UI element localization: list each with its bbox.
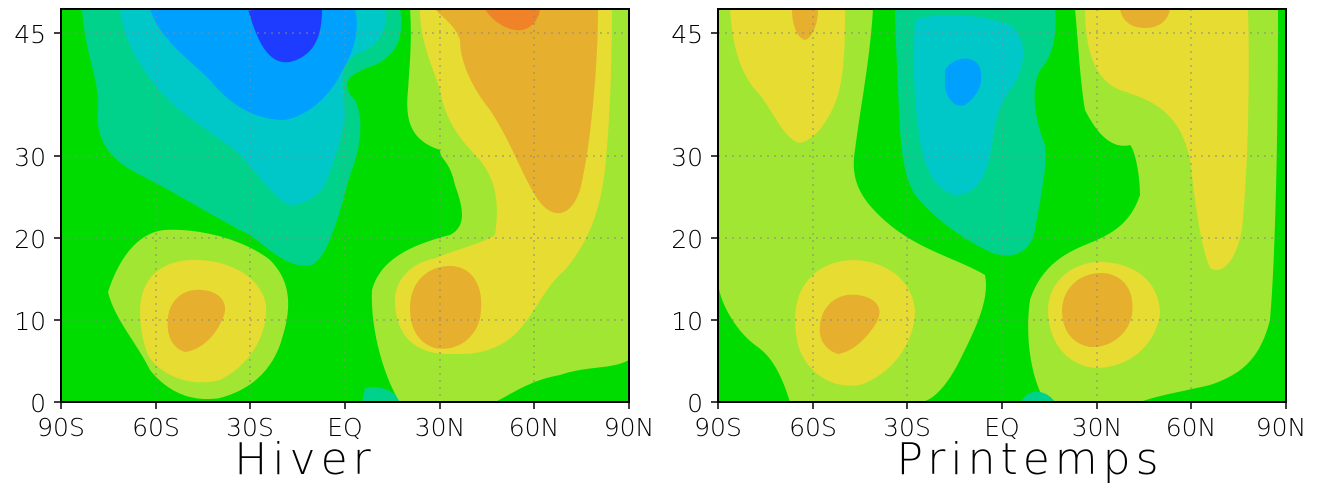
hiver-panel: 0 10 20 30 45 90S 60S 30S EQ 30N 60N 90N… bbox=[14, 8, 655, 485]
hiver-x-tick-label-30s: 30S bbox=[226, 413, 274, 442]
printemps-grid bbox=[718, 9, 1286, 402]
printemps-y-tick-label-10: 10 bbox=[671, 307, 703, 336]
hiver-small-teal-region bbox=[362, 386, 402, 402]
printemps-panel: 0 10 20 30 45 90S 60S 30S EQ 30N 60N 90N… bbox=[671, 8, 1307, 485]
hiver-dark-orange-region bbox=[485, 9, 540, 31]
hiver-y-tick-label-20: 20 bbox=[14, 225, 46, 254]
hiver-blue-region bbox=[248, 9, 322, 63]
hiver-contour-field bbox=[61, 9, 629, 402]
hiver-x-tick-label-60n: 60N bbox=[509, 413, 560, 442]
printemps-x-tick-label-90s: 90S bbox=[694, 413, 742, 442]
printemps-orange-polar-south-region bbox=[792, 9, 818, 40]
printemps-yellow-subtropic-north-region bbox=[1085, 9, 1249, 271]
printemps-cyan-region bbox=[913, 15, 1024, 195]
hiver-x-tick-label-90s: 90S bbox=[37, 413, 85, 442]
printemps-y-ticks bbox=[711, 32, 718, 403]
printemps-x-tick-label-60s: 60S bbox=[789, 413, 837, 442]
hiver-x-tick-label-90n: 90N bbox=[604, 413, 655, 442]
hiver-orange-blob-north-tropics bbox=[410, 265, 482, 349]
printemps-x-tick-label-60n: 60N bbox=[1166, 413, 1217, 442]
hiver-orange-north-region bbox=[435, 9, 598, 214]
printemps-orange-polar-north-region bbox=[1120, 9, 1170, 28]
hiver-y-tick-label-45: 45 bbox=[14, 20, 46, 49]
hiver-grid bbox=[61, 9, 629, 402]
printemps-x-tick-label-eq: EQ bbox=[984, 413, 1019, 442]
printemps-y-tick-label-0: 0 bbox=[687, 389, 703, 418]
printemps-y-tick-label-45: 45 bbox=[671, 20, 703, 49]
hiver-x-tick-label-30n: 30N bbox=[415, 413, 466, 442]
hiver-y-tick-label-10: 10 bbox=[14, 307, 46, 336]
hiver-y-ticks bbox=[54, 32, 61, 403]
hiver-title: Hiver bbox=[234, 434, 376, 485]
hiver-orange-south-region bbox=[167, 289, 226, 352]
hiver-y-tick-label-0: 0 bbox=[30, 389, 46, 418]
printemps-y-tick-label-30: 30 bbox=[671, 143, 703, 172]
printemps-x-tick-label-90n: 90N bbox=[1256, 413, 1307, 442]
hiver-y-tick-label-30: 30 bbox=[14, 143, 46, 172]
hiver-x-tick-label-eq: EQ bbox=[327, 413, 362, 442]
printemps-title: Printemps bbox=[897, 434, 1164, 485]
printemps-y-tick-label-20: 20 bbox=[671, 225, 703, 254]
printemps-x-ticks bbox=[717, 402, 1287, 409]
printemps-yellow-polar-south-region bbox=[730, 9, 845, 143]
printemps-x-tick-label-30s: 30S bbox=[883, 413, 931, 442]
printemps-light-blue-region bbox=[945, 58, 982, 106]
hiver-x-tick-label-60s: 60S bbox=[132, 413, 180, 442]
printemps-orange-south-blob bbox=[819, 294, 880, 354]
printemps-small-teal-region bbox=[1020, 391, 1055, 402]
printemps-x-tick-label-30n: 30N bbox=[1072, 413, 1123, 442]
hiver-x-ticks bbox=[60, 402, 630, 409]
